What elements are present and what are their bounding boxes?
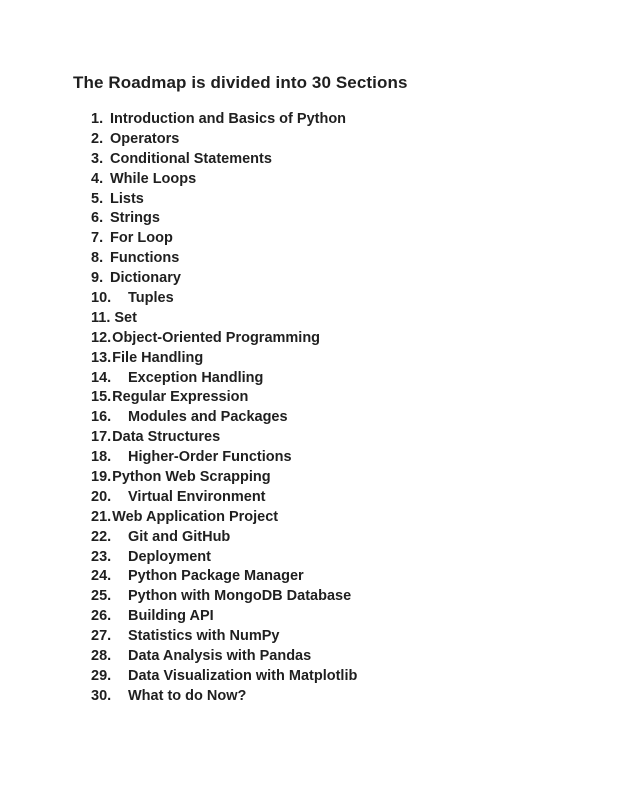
list-item: 3. Conditional Statements xyxy=(91,150,357,170)
item-number: 30. xyxy=(91,687,112,704)
item-number: 25. xyxy=(91,588,112,605)
list-item: 28. Data Analysis with Pandas xyxy=(91,647,357,667)
item-title: Modules and Packages xyxy=(128,409,288,426)
list-item: 21.Web Application Project xyxy=(91,508,357,528)
item-number: 15. xyxy=(91,389,112,406)
item-title: Lists xyxy=(110,190,144,207)
item-number: 16. xyxy=(91,409,112,426)
list-item: 6. Strings xyxy=(91,209,357,229)
list-item: 16. Modules and Packages xyxy=(91,408,357,428)
item-number: 8. xyxy=(91,250,104,267)
list-item: 22. Git and GitHub xyxy=(91,528,357,548)
item-title: Higher-Order Functions xyxy=(128,449,292,466)
item-title: File Handling xyxy=(112,349,204,366)
item-number: 29. xyxy=(91,667,112,684)
item-number: 27. xyxy=(91,628,112,645)
item-title: Operators xyxy=(110,130,180,147)
item-number: 20. xyxy=(91,488,112,505)
list-item: 13.File Handling xyxy=(91,349,357,369)
item-title: Python Package Manager xyxy=(128,568,304,585)
list-item: 9. Dictionary xyxy=(91,269,357,289)
sections-list: 1. Introduction and Basics of Python 2. Op… xyxy=(91,110,357,707)
list-item: 29. Data Visualization with Matplotlib xyxy=(91,667,357,687)
item-number: 4. xyxy=(91,170,104,187)
list-item: 8. Functions xyxy=(91,249,357,269)
item-number: 9. xyxy=(91,270,104,287)
item-title: Deployment xyxy=(128,548,211,565)
item-number: 23. xyxy=(91,548,112,565)
item-title: Object-Oriented Programming xyxy=(112,329,321,346)
item-number: 11. xyxy=(91,309,111,326)
item-title: Conditional Statements xyxy=(110,150,272,167)
item-number: 17. xyxy=(91,429,112,446)
list-item: 1. Introduction and Basics of Python xyxy=(91,110,357,130)
item-number: 18. xyxy=(91,449,112,466)
item-number: 19. xyxy=(91,469,112,486)
list-item: 20. Virtual Environment xyxy=(91,488,357,508)
item-title: Dictionary xyxy=(110,270,181,287)
item-number: 13. xyxy=(91,349,112,366)
page-heading: The Roadmap is divided into 30 Sections xyxy=(73,73,408,92)
list-item: 17.Data Structures xyxy=(91,428,357,448)
item-number: 2. xyxy=(91,130,104,147)
item-title: What to do Now? xyxy=(128,687,247,704)
item-number: 24. xyxy=(91,568,112,585)
item-number: 21. xyxy=(91,508,112,525)
item-title: Introduction and Basics of Python xyxy=(110,111,347,127)
item-title: Regular Expression xyxy=(112,389,249,406)
item-number: 14. xyxy=(91,369,112,386)
item-number: 7. xyxy=(91,230,104,247)
item-title: Virtual Environment xyxy=(128,488,266,505)
list-item: 19.Python Web Scrapping xyxy=(91,468,357,488)
list-item: 5. Lists xyxy=(91,190,357,210)
item-number: 3. xyxy=(91,150,104,167)
item-title: Data Structures xyxy=(112,429,221,446)
item-title: Building API xyxy=(128,608,214,625)
item-number: 1. xyxy=(91,111,104,127)
item-title: Set xyxy=(114,309,137,326)
list-item: 24. Python Package Manager xyxy=(91,567,357,587)
item-title: Exception Handling xyxy=(128,369,264,386)
list-item: 14. Exception Handling xyxy=(91,369,357,389)
item-number: 12. xyxy=(91,329,112,346)
item-title: Python with MongoDB Database xyxy=(128,588,352,605)
item-title: Functions xyxy=(110,250,180,267)
item-title: While Loops xyxy=(110,170,197,187)
item-number: 10. xyxy=(91,290,112,307)
item-title: Tuples xyxy=(128,290,174,307)
list-item: 27. Statistics with NumPy xyxy=(91,627,357,647)
item-number: 5. xyxy=(91,190,104,207)
item-title: Data Visualization with Matplotlib xyxy=(128,667,358,684)
list-item: 2. Operators xyxy=(91,130,357,150)
item-title: Git and GitHub xyxy=(128,528,231,545)
item-title: Strings xyxy=(110,210,160,227)
item-number: 28. xyxy=(91,648,112,665)
item-number: 26. xyxy=(91,608,112,625)
item-title: Statistics with NumPy xyxy=(128,628,280,645)
item-title: Python Web Scrapping xyxy=(112,469,271,486)
list-item: 30. What to do Now? xyxy=(91,687,357,707)
list-item: 26. Building API xyxy=(91,607,357,627)
list-item: 4. While Loops xyxy=(91,170,357,190)
list-item: 18. Higher-Order Functions xyxy=(91,448,357,468)
list-item: 15.Regular Expression xyxy=(91,388,357,408)
list-item: 10. Tuples xyxy=(91,289,357,309)
list-item: 23. Deployment xyxy=(91,548,357,568)
list-item: 12.Object-Oriented Programming xyxy=(91,329,357,349)
item-title: Data Analysis with Pandas xyxy=(128,648,312,665)
list-item: 25. Python with MongoDB Database xyxy=(91,587,357,607)
list-item: 7. For Loop xyxy=(91,229,357,249)
item-number: 6. xyxy=(91,210,104,227)
list-item: 11. Set xyxy=(91,309,357,329)
item-title: Web Application Project xyxy=(112,508,279,525)
item-title: For Loop xyxy=(110,230,173,247)
item-number: 22. xyxy=(91,528,112,545)
